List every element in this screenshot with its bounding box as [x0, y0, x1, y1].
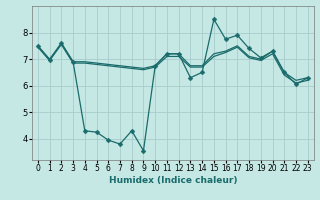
- X-axis label: Humidex (Indice chaleur): Humidex (Indice chaleur): [108, 176, 237, 185]
